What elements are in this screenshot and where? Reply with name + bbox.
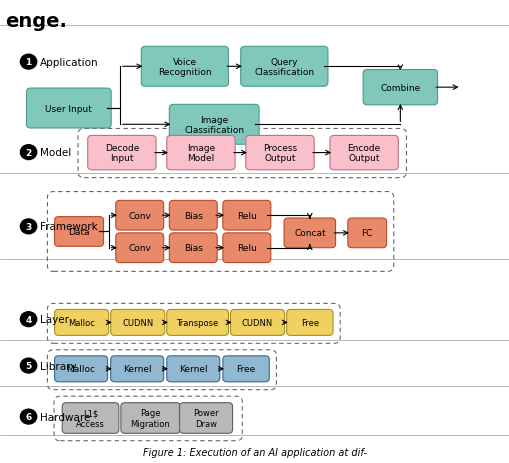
FancyBboxPatch shape [240,47,327,87]
FancyBboxPatch shape [110,356,163,382]
FancyBboxPatch shape [347,219,386,248]
FancyBboxPatch shape [88,136,156,170]
Text: Relu: Relu [237,244,256,253]
FancyBboxPatch shape [179,403,232,433]
Text: Image
Classification: Image Classification [184,115,244,135]
Text: Kernel: Kernel [179,364,207,374]
FancyBboxPatch shape [166,136,235,170]
Text: CUDNN: CUDNN [122,318,153,327]
FancyBboxPatch shape [362,70,437,106]
Text: 4: 4 [25,315,32,324]
Text: Free: Free [300,318,318,327]
FancyBboxPatch shape [329,136,398,170]
FancyBboxPatch shape [116,201,163,231]
FancyBboxPatch shape [166,310,228,336]
FancyBboxPatch shape [62,403,119,433]
FancyBboxPatch shape [54,217,103,247]
FancyBboxPatch shape [54,356,107,382]
Text: Free: Free [236,364,255,374]
Text: Hardware: Hardware [40,412,90,422]
Text: Model: Model [40,148,71,158]
Text: Conv: Conv [128,211,151,220]
FancyBboxPatch shape [141,47,228,87]
Text: Process
Output: Process Output [263,144,296,163]
FancyBboxPatch shape [222,201,270,231]
Text: Figure 1: Execution of an AI application at dif-: Figure 1: Execution of an AI application… [143,447,366,457]
Text: 6: 6 [25,412,32,421]
FancyBboxPatch shape [169,233,217,263]
Text: FC: FC [361,229,372,238]
FancyBboxPatch shape [284,219,335,248]
Text: Malloc: Malloc [68,318,95,327]
FancyBboxPatch shape [222,233,270,263]
Text: L1$
Access: L1$ Access [76,408,105,428]
Text: Library: Library [40,361,76,371]
Text: Page
Migration: Page Migration [130,408,170,428]
Text: Query
Classification: Query Classification [254,57,314,77]
Text: 2: 2 [25,148,32,157]
Circle shape [20,55,37,70]
Circle shape [20,409,37,424]
FancyBboxPatch shape [169,201,217,231]
Text: Bias: Bias [183,244,203,253]
Text: Bias: Bias [183,211,203,220]
Text: enge.: enge. [5,12,67,31]
FancyBboxPatch shape [222,356,269,382]
Text: Voice
Recognition: Voice Recognition [158,57,211,77]
Text: Application: Application [40,57,98,68]
Text: 5: 5 [25,361,32,370]
Text: Data: Data [68,227,90,237]
FancyBboxPatch shape [286,310,332,336]
Text: 1: 1 [25,58,32,67]
FancyBboxPatch shape [121,403,180,433]
Circle shape [20,145,37,160]
Circle shape [20,312,37,327]
Text: CUDNN: CUDNN [241,318,273,327]
Circle shape [20,358,37,373]
Text: Malloc: Malloc [67,364,95,374]
FancyBboxPatch shape [245,136,314,170]
Circle shape [20,219,37,234]
FancyBboxPatch shape [169,105,259,145]
Text: Transpose: Transpose [176,318,218,327]
FancyBboxPatch shape [26,89,111,129]
Text: Image
Model: Image Model [186,144,215,163]
Text: User Input: User Input [45,104,92,113]
Text: Encode
Output: Encode Output [347,144,380,163]
Text: Conv: Conv [128,244,151,253]
Text: Decode
Input: Decode Input [104,144,139,163]
Text: Relu: Relu [237,211,256,220]
Text: Layer: Layer [40,314,69,325]
FancyBboxPatch shape [116,233,163,263]
Text: Combine: Combine [380,83,419,93]
Text: Concat: Concat [293,229,325,238]
FancyBboxPatch shape [110,310,164,336]
Text: Power
Draw: Power Draw [193,408,218,428]
FancyBboxPatch shape [166,356,219,382]
FancyBboxPatch shape [54,310,108,336]
Text: 3: 3 [25,222,32,232]
Text: Framework: Framework [40,222,97,232]
Text: Kernel: Kernel [123,364,151,374]
FancyBboxPatch shape [230,310,284,336]
